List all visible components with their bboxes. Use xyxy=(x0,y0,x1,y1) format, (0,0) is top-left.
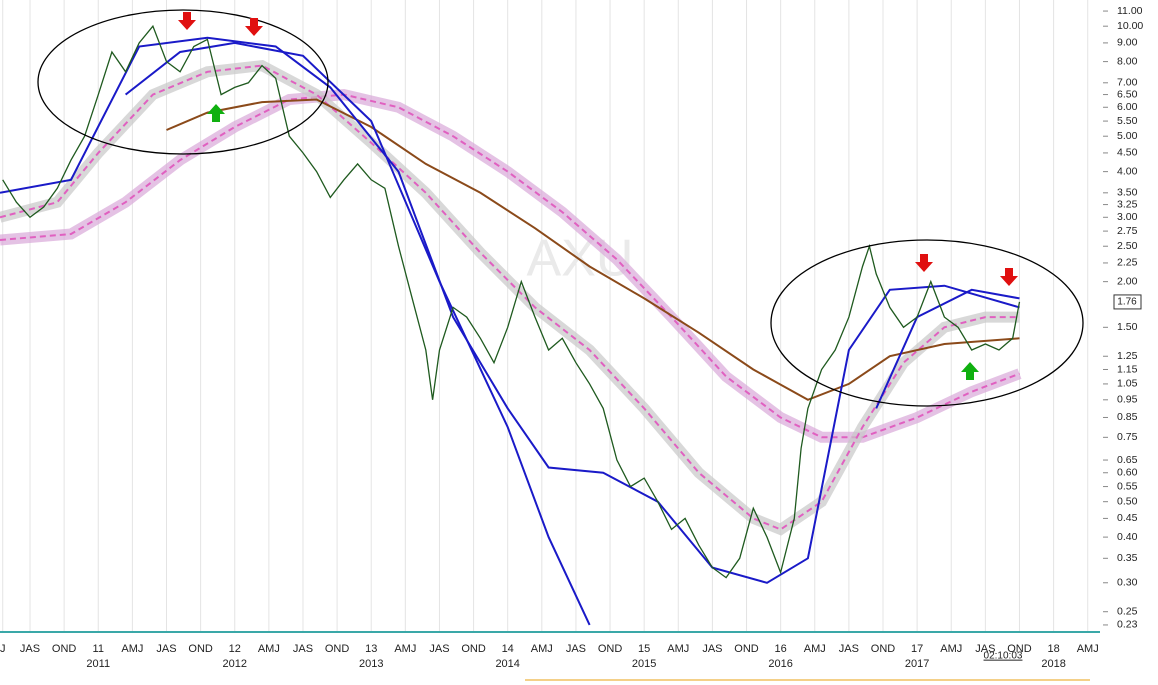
x-tick-label: JAS xyxy=(156,643,176,655)
down-arrow xyxy=(1000,268,1018,286)
down-arrow xyxy=(245,18,263,36)
series-halo xyxy=(0,59,1020,536)
x-tick-label: AMJ xyxy=(258,643,280,655)
y-tick-label: 2.25 xyxy=(1117,257,1138,269)
x-tick-label: JAS xyxy=(839,643,859,655)
x-tick-label: AMJ xyxy=(121,643,143,655)
y-tick-label: 0.45 xyxy=(1117,512,1138,524)
x-tick-label: OND xyxy=(461,643,486,655)
x-tick-label: AMJ xyxy=(804,643,826,655)
x-tick-label: AMJ xyxy=(940,643,962,655)
y-tick-label: 0.95 xyxy=(1117,394,1138,406)
series-line xyxy=(124,41,1020,626)
series-line xyxy=(0,93,1020,439)
x-tick-label: AMJ xyxy=(667,643,689,655)
x-tick-label: 13 xyxy=(365,643,377,655)
x-tick-label: OND xyxy=(52,643,77,655)
y-tick-label: 0.35 xyxy=(1117,552,1138,564)
series-line xyxy=(2,24,1021,579)
x-year-label: 2018 xyxy=(1041,658,1065,670)
down-arrow xyxy=(178,12,196,30)
x-tick-label: AMJ xyxy=(394,643,416,655)
y-tick-label: 6.50 xyxy=(1117,88,1138,100)
y-tick-label: 2.50 xyxy=(1117,240,1138,252)
arrows xyxy=(178,12,1018,380)
last-price-box xyxy=(1113,294,1142,310)
highlight-ellipse xyxy=(37,9,329,155)
series-line xyxy=(0,64,1020,531)
series-line xyxy=(166,98,1020,401)
y-tick-label: 4.00 xyxy=(1117,165,1138,177)
plot xyxy=(0,24,1022,626)
y-tick-label: 0.40 xyxy=(1117,531,1138,543)
x-year-label: 2015 xyxy=(632,658,656,670)
y-tick-label: 0.55 xyxy=(1117,480,1138,492)
y-tick-label: 8.00 xyxy=(1117,55,1138,67)
x-year-label: 2012 xyxy=(222,658,246,670)
x-year-label: 2013 xyxy=(359,658,383,670)
y-tick-label: 1.15 xyxy=(1117,363,1138,375)
y-tick-label: 4.50 xyxy=(1117,147,1138,159)
y-tick-label: 0.23 xyxy=(1117,619,1138,631)
x-tick-label: OND xyxy=(871,643,896,655)
y-tick-label: 0.65 xyxy=(1117,454,1138,466)
x-tick-label: JAS xyxy=(975,643,995,655)
x-tick-label: 12 xyxy=(229,643,241,655)
axes: J JAS OND 11 AMJ JAS OND 12 AMJ JAS OND 13 AMJ JAS OND… xyxy=(0,5,1143,670)
x-tick-label: OND xyxy=(188,643,213,655)
x-tick-label: 15 xyxy=(638,643,650,655)
y-tick-label: 7.00 xyxy=(1117,77,1138,89)
highlight-ellipse xyxy=(770,239,1084,407)
x-tick-label: JAS xyxy=(429,643,449,655)
last-price-label: 1.76 xyxy=(1117,297,1137,308)
up-arrow xyxy=(207,104,225,122)
x-tick-label: AMJ xyxy=(1077,643,1099,655)
x-tick-label: J xyxy=(0,643,5,655)
y-tick-label: 0.60 xyxy=(1117,467,1138,479)
x-tick-label: OND xyxy=(325,643,350,655)
x-year-label: 2016 xyxy=(768,658,792,670)
x-tick-label: JAS xyxy=(702,643,722,655)
y-tick-label: 11.00 xyxy=(1117,5,1143,17)
y-tick-label: 3.25 xyxy=(1117,198,1138,210)
y-tick-label: 5.00 xyxy=(1117,130,1138,142)
x-tick-label: JAS xyxy=(20,643,40,655)
clock: 02:10:03 xyxy=(984,651,1023,662)
y-tick-label: 3.50 xyxy=(1117,187,1138,199)
y-tick-label: 3.00 xyxy=(1117,211,1138,223)
y-tick-label: 0.75 xyxy=(1117,431,1138,443)
x-tick-label: 14 xyxy=(502,643,514,655)
x-tick-label: 11 xyxy=(93,643,104,655)
x-tick-label: OND xyxy=(598,643,623,655)
series-line xyxy=(0,36,1020,584)
y-tick-label: 1.25 xyxy=(1117,350,1138,362)
x-tick-label: AMJ xyxy=(531,643,553,655)
x-tick-label: 16 xyxy=(775,643,787,655)
x-year-label: 2014 xyxy=(495,658,519,670)
y-tick-label: 2.00 xyxy=(1117,275,1138,287)
x-tick-label: 18 xyxy=(1047,643,1059,655)
y-tick-label: 0.25 xyxy=(1117,605,1138,617)
up-arrow xyxy=(961,362,979,380)
y-tick-label: 0.50 xyxy=(1117,495,1138,507)
x-tick-label: 17 xyxy=(911,643,923,655)
x-tick-label: OND xyxy=(1007,643,1032,655)
y-tick-label: 1.50 xyxy=(1117,321,1138,333)
y-tick-label: 10.00 xyxy=(1117,20,1143,32)
y-tick-label: 1.05 xyxy=(1117,378,1138,390)
x-year-label: 2017 xyxy=(905,658,929,670)
x-tick-label: JAS xyxy=(293,643,313,655)
y-tick-label: 0.85 xyxy=(1117,411,1138,423)
y-tick-label: 9.00 xyxy=(1117,37,1138,49)
x-tick-label: OND xyxy=(734,643,759,655)
down-arrow xyxy=(915,254,933,272)
x-year-label: 2011 xyxy=(86,658,110,670)
series-halo xyxy=(0,89,1022,443)
x-tick-label: JAS xyxy=(566,643,586,655)
y-tick-label: 0.30 xyxy=(1117,577,1138,589)
y-tick-label: 6.00 xyxy=(1117,101,1138,113)
y-tick-label: 2.75 xyxy=(1117,225,1138,237)
y-tick-label: 5.50 xyxy=(1117,115,1138,127)
